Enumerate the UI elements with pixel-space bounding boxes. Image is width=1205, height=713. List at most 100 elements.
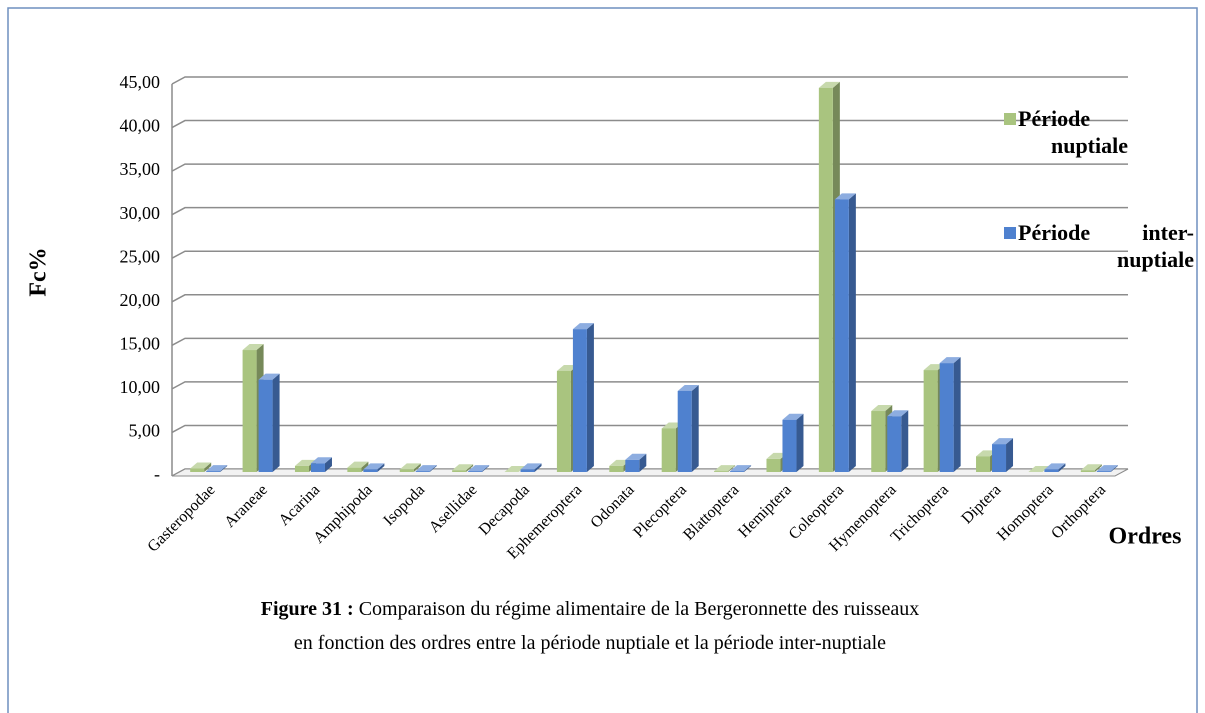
bar-top [992, 438, 1014, 445]
bar-front [258, 379, 273, 472]
bar-top [258, 373, 280, 380]
bar-front [976, 456, 991, 472]
bar [730, 465, 752, 472]
legend-label: Période nuptiale [1018, 106, 1128, 158]
bar-top [242, 344, 264, 351]
y-tick-label: - [154, 464, 160, 484]
bar-front [661, 428, 676, 472]
frame [7, 7, 1198, 713]
bar-top [190, 462, 212, 469]
bar [415, 465, 437, 472]
bar-top [556, 364, 578, 371]
bar [452, 464, 474, 472]
x-tick-label: Blattoptera [680, 481, 742, 543]
bar-top [766, 452, 788, 459]
bar-top [677, 384, 699, 391]
bar-front [609, 465, 624, 472]
bar [782, 413, 804, 472]
bar-top [782, 413, 804, 420]
bar-side [1110, 465, 1118, 472]
bar [1080, 464, 1102, 472]
x-tick-label: Trichoptera [888, 481, 952, 545]
bar-front [1096, 471, 1111, 472]
bar-front [834, 199, 849, 472]
bar-side [796, 413, 804, 472]
bar-front [871, 411, 886, 472]
bar [468, 465, 490, 472]
bar-side [272, 373, 280, 472]
bar-front [766, 458, 781, 472]
x-tick-label: Homoptera [994, 481, 1057, 544]
bar-front [782, 419, 797, 472]
bar-front [415, 471, 430, 472]
bar-front [452, 470, 467, 472]
y-tick-label: 5,00 [129, 421, 161, 441]
bar [992, 438, 1014, 472]
bar-side [534, 463, 542, 472]
bar-top [1028, 466, 1050, 472]
bar-side [728, 465, 736, 472]
bar-front [887, 416, 902, 472]
grid-line [171, 163, 1128, 172]
caption: Figure 31 : Comparaison du régime alimen… [250, 592, 930, 660]
bar-front [992, 444, 1007, 472]
legend-label: Période inter-nuptiale [1018, 220, 1194, 272]
bar-top [887, 410, 909, 417]
grid-line [171, 76, 1128, 85]
bar [625, 453, 647, 472]
bar-top [572, 323, 594, 330]
grid-line [171, 294, 1128, 303]
x-axis-title: Ordres [1109, 524, 1182, 550]
bar [572, 323, 594, 472]
bar [206, 465, 228, 472]
bar [976, 450, 998, 472]
bar-side [482, 465, 490, 472]
y-tick-label: 30,00 [120, 203, 161, 223]
bar-top [1080, 464, 1102, 471]
bar [834, 193, 856, 472]
x-tick-label: Acarina [276, 481, 324, 529]
bar-side [377, 463, 385, 472]
bar-top [1096, 465, 1118, 472]
bar-side [848, 193, 856, 472]
bar-front [242, 350, 257, 472]
x-tick-label: Asellidae [426, 481, 481, 536]
bar-top [347, 461, 369, 468]
bar-front [468, 471, 483, 472]
bar-top [399, 463, 421, 470]
bar-side [1094, 464, 1102, 472]
bar-side [639, 453, 647, 472]
caption-text: Comparaison du régime alimentaire de la … [293, 598, 920, 654]
bar-side [324, 457, 332, 472]
grid-line [171, 206, 1128, 216]
bar [310, 457, 332, 472]
bar-side [361, 461, 369, 472]
bar-front [923, 370, 938, 472]
bar-front [399, 469, 414, 472]
bar-top [452, 464, 474, 471]
bar-side [586, 323, 594, 472]
bar-side [953, 357, 961, 472]
caption-label: Figure 31 : [260, 598, 354, 620]
bar-top [468, 465, 490, 472]
bar-side [413, 463, 421, 472]
x-tick-label: Isopoda [380, 481, 428, 529]
bar-side [1006, 438, 1014, 472]
bar-front [625, 459, 640, 472]
bar-front [556, 370, 571, 472]
bar [887, 410, 909, 472]
bar-front [939, 363, 954, 472]
bar-front [730, 471, 745, 472]
y-tick-label: 20,00 [120, 290, 161, 310]
bar [190, 462, 212, 472]
bar-top [818, 81, 840, 88]
bar-top [206, 465, 228, 472]
bar [258, 373, 280, 472]
bar-top [504, 466, 526, 472]
bar-side [429, 465, 437, 472]
grid-line [171, 424, 1128, 434]
bar-side [466, 464, 474, 472]
bar-top [976, 450, 998, 457]
